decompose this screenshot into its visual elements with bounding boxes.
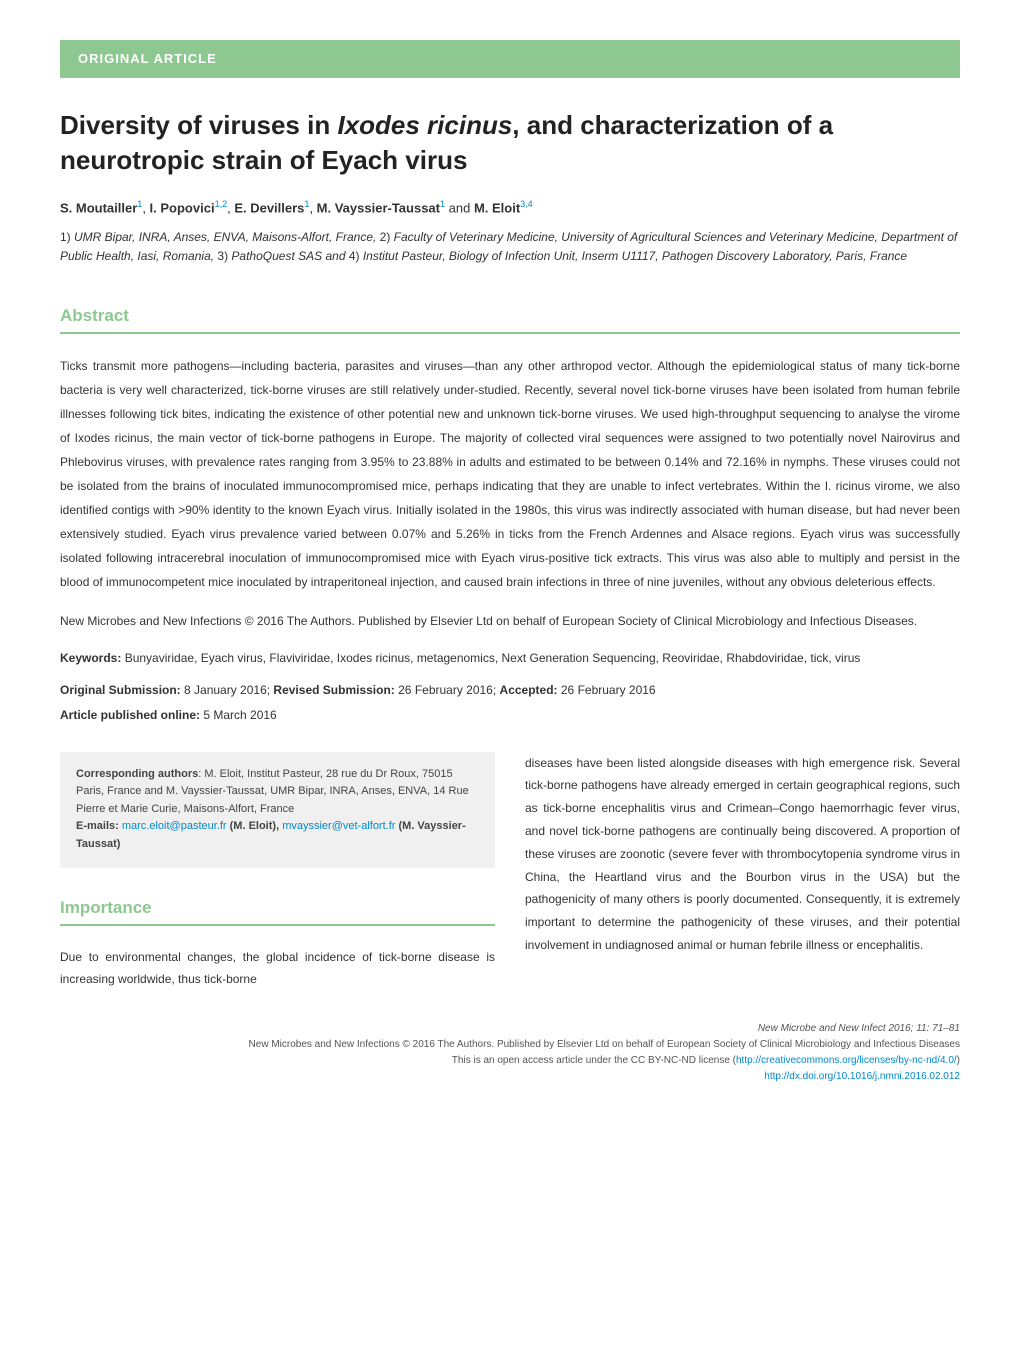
keywords-text: Bunyaviridae, Eyach virus, Flaviviridae,… <box>121 651 860 665</box>
published-online: Article published online: 5 March 2016 <box>60 708 960 722</box>
footer-license: This is an open access article under the… <box>60 1053 960 1069</box>
submission-info: Original Submission: 8 January 2016; Rev… <box>60 680 960 702</box>
corresponding-authors-box: Corresponding authors: M. Eloit, Institu… <box>60 752 495 868</box>
email-link-1[interactable]: marc.eloit@pasteur.fr <box>122 820 227 832</box>
article-type-label: ORIGINAL ARTICLE <box>78 51 217 66</box>
published-label: Article published online: <box>60 708 200 722</box>
revised-submission-label: Revised Submission: <box>273 683 394 697</box>
abstract-paragraph-1: Ticks transmit more pathogens—including … <box>60 354 960 594</box>
footer-doi: http://dx.doi.org/10.1016/j.nmni.2016.02… <box>60 1069 960 1085</box>
accepted-label: Accepted: <box>500 683 558 697</box>
footer-license-post: ) <box>957 1055 960 1066</box>
emails-label: E-mails: <box>76 820 119 832</box>
revised-submission-date: 26 February 2016; <box>395 683 500 697</box>
authors-list: S. Moutailler1, I. Popovici1,2, E. Devil… <box>60 198 960 218</box>
footer-doi-link[interactable]: http://dx.doi.org/10.1016/j.nmni.2016.02… <box>764 1071 960 1082</box>
orig-submission-date: 8 January 2016; <box>181 683 274 697</box>
corresponding-label: Corresponding authors <box>76 768 198 780</box>
page-footer: New Microbe and New Infect 2016; 11: 71–… <box>60 1021 960 1085</box>
published-date: 5 March 2016 <box>200 708 277 722</box>
keywords-line: Keywords: Bunyaviridae, Eyach virus, Fla… <box>60 648 960 670</box>
importance-text-right: diseases have been listed alongside dise… <box>525 752 960 957</box>
orig-submission-label: Original Submission: <box>60 683 181 697</box>
footer-license-pre: This is an open access article under the… <box>452 1055 736 1066</box>
footer-copyright: New Microbes and New Infections © 2016 T… <box>60 1037 960 1053</box>
importance-heading: Importance <box>60 898 495 926</box>
footer-citation: New Microbe and New Infect 2016; 11: 71–… <box>60 1021 960 1037</box>
two-column-layout: Corresponding authors: M. Eloit, Institu… <box>60 752 960 992</box>
affiliations-list: 1) UMR Bipar, INRA, Anses, ENVA, Maisons… <box>60 228 960 266</box>
abstract-heading: Abstract <box>60 306 960 334</box>
left-column: Corresponding authors: M. Eloit, Institu… <box>60 752 495 992</box>
importance-text-left: Due to environmental changes, the global… <box>60 946 495 992</box>
keywords-label: Keywords: <box>60 651 121 665</box>
article-type-banner: ORIGINAL ARTICLE <box>60 40 960 78</box>
email-link-2[interactable]: mvayssier@vet-alfort.fr <box>282 820 395 832</box>
footer-license-link[interactable]: http://creativecommons.org/licenses/by-n… <box>736 1055 957 1066</box>
email-name-1: (M. Eloit), <box>227 820 283 832</box>
right-column: diseases have been listed alongside dise… <box>525 752 960 992</box>
accepted-date: 26 February 2016 <box>558 683 656 697</box>
abstract-paragraph-2: New Microbes and New Infections © 2016 T… <box>60 609 960 633</box>
article-title: Diversity of viruses in Ixodes ricinus, … <box>60 108 960 178</box>
